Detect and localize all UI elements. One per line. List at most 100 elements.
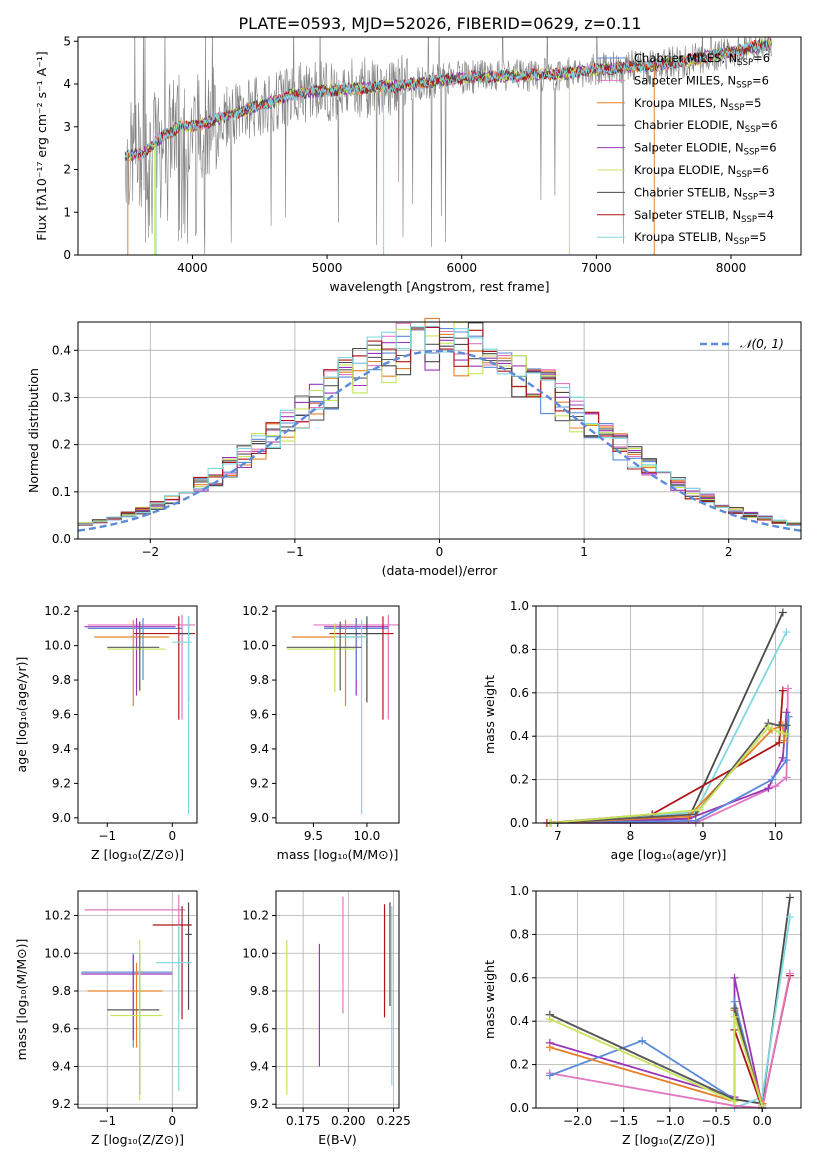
x-tick-label: −2	[141, 545, 159, 559]
residual-histogram	[78, 326, 801, 526]
x-tick-label: 0.225	[376, 1114, 410, 1128]
legend-label: Kroupa MILES, NSSP=5	[634, 96, 761, 113]
y-tick-label: 10.0	[44, 946, 71, 960]
axes-frame	[77, 890, 198, 1109]
y-tick-label: 9.6	[250, 708, 269, 722]
age-vs-metallicity-panel: −1 0 9.0 9.2 9.4 9.6 9.8 10.0 10.2 Z [log₁₀(Z/Z⊙)…	[14, 604, 198, 862]
x-tick-label: 9	[699, 829, 707, 843]
errorbar-point	[87, 962, 163, 1048]
legend-label-text: Chabrier MILES, N	[634, 51, 737, 65]
residual-histogram	[78, 317, 801, 525]
legend-label: Chabrier ELODIE, NSSP=6	[634, 118, 778, 135]
legend-label-text: Chabrier ELODIE, N	[634, 118, 745, 132]
legend-label: Kroupa STELIB, NSSP=5	[634, 230, 766, 247]
x-axis-label: (data-model)/error	[382, 563, 499, 578]
normal-curve	[77, 349, 802, 532]
mass-weight-marker	[784, 712, 793, 721]
x-tick-label: 9.5	[304, 829, 323, 843]
legend-label-suffix: =4	[757, 208, 774, 222]
y-tick-label: 0	[63, 248, 71, 262]
legend-label: Kroupa ELODIE, NSSP=6	[634, 163, 769, 180]
y-tick-label: 9.4	[250, 742, 269, 756]
y-tick-label: 4	[63, 77, 71, 91]
y-tick-label: 0.2	[52, 438, 71, 452]
legend-label-text: Chabrier STELIB, N	[634, 185, 742, 199]
legend-label-sub: SSP	[745, 125, 761, 135]
legend-label: Chabrier STELIB, NSSP=3	[634, 185, 775, 202]
errorbar-point	[286, 621, 362, 691]
legend-label-suffix: =5	[744, 96, 761, 110]
mass-weight-marker	[730, 1004, 739, 1013]
mass-vs-ebv-panel: 0.175 0.200 0.225 9.2 9.4 9.6 9.8 10.0 10.2 E(B-V…	[242, 890, 411, 1147]
legend-label-sub: SSP	[729, 103, 745, 113]
mass-weight-vs-metallicity-panel: −2.0 −1.5 −1.0 −0.5 0.0 0.0 0.2 0.4 0.6 0.8 1.0 Z […	[482, 884, 802, 1147]
y-tick-label: 9.2	[250, 776, 269, 790]
x-tick-label: 0.0	[753, 1114, 772, 1128]
errorbar-point	[107, 621, 160, 691]
y-tick-label: 1.0	[510, 599, 529, 613]
legend-label-suffix: =5	[749, 230, 766, 244]
errorbar-point	[286, 623, 357, 693]
x-axis-label: E(B-V)	[318, 1132, 357, 1147]
y-tick-label: 0.8	[510, 642, 529, 656]
mass-weight-marker	[764, 784, 773, 793]
errorbars	[286, 896, 393, 1095]
y-tick-label: 0.6	[510, 971, 529, 985]
x-tick-label: 8000	[716, 261, 747, 275]
legend-label-sub: SSP	[736, 170, 752, 180]
axes-frame	[77, 36, 802, 256]
x-tick-label: −1	[286, 545, 304, 559]
y-axis-label: age [log₁₀(age/yr)]	[14, 657, 29, 773]
mass-weight-marker	[730, 973, 739, 982]
y-tick-label: 10.0	[44, 639, 71, 653]
mass-weight-marker	[775, 738, 784, 747]
x-tick-label: 7000	[581, 261, 612, 275]
legend-label: Salpeter ELODIE, NSSP=6	[634, 141, 777, 158]
errorbars	[81, 894, 192, 1101]
y-tick-label: 9.6	[250, 1022, 269, 1036]
x-tick-label: 0	[168, 1114, 176, 1128]
legend-label-suffix: =6	[753, 51, 770, 65]
y-tick-label: 0.0	[510, 1101, 529, 1115]
mass-weight-marker	[764, 723, 773, 732]
mass-weight-marker	[783, 684, 792, 693]
errorbar-point	[81, 955, 173, 1041]
y-tick-label: 0.0	[510, 816, 529, 830]
x-tick-label: −1	[98, 829, 116, 843]
x-axis-label: wavelength [Angstrom, rest frame]	[329, 279, 549, 294]
mass-weight-marker	[684, 812, 693, 821]
legend-label-text: Salpeter ELODIE, N	[634, 141, 744, 155]
y-axis-label: Normed distribution	[26, 368, 41, 493]
x-tick-label: 10.0	[354, 829, 381, 843]
y-tick-label: 9.6	[52, 708, 71, 722]
plot-area	[276, 606, 399, 823]
legend-label-sub: SSP	[736, 80, 752, 90]
errorbar-point	[313, 614, 399, 720]
y-tick-label: 9.4	[250, 1059, 269, 1073]
model-spectrum-line	[124, 41, 772, 161]
errorbar-point	[84, 618, 176, 696]
y-tick-label: 0.4	[510, 1014, 529, 1028]
legend-label-suffix: =6	[760, 141, 777, 155]
errorbar-point	[87, 614, 196, 720]
y-tick-label: 9.8	[250, 984, 269, 998]
y-axis-label: mass weight	[482, 675, 497, 754]
x-tick-label: −1	[98, 1114, 116, 1128]
x-tick-label: −0.5	[701, 1114, 730, 1128]
plot-area	[536, 891, 801, 1108]
y-tick-label: 9.2	[52, 776, 71, 790]
errorbar-point	[172, 616, 192, 815]
mass-weight-marker	[782, 756, 791, 765]
x-tick-label: 5000	[312, 261, 343, 275]
y-tick-label: 0.4	[510, 729, 529, 743]
mass-vs-metallicity-panel: −1 0 9.2 9.4 9.6 9.8 10.0 10.2 Z [log₁₀(Z/Z⊙)] ma…	[14, 890, 198, 1147]
figure-title: PLATE=0593, MJD=52026, FIBERID=0629, z=0…	[238, 14, 641, 33]
legend-label: Salpeter MILES, NSSP=6	[634, 73, 769, 90]
x-tick-label: 2	[725, 545, 733, 559]
mass-weight-marker	[545, 1071, 554, 1080]
errorbar-point	[345, 616, 383, 703]
axes-frame	[535, 605, 802, 824]
mass-weight-marker	[780, 736, 789, 745]
errorbars	[286, 614, 399, 815]
legend-label-text: Salpeter STELIB, N	[634, 208, 741, 222]
